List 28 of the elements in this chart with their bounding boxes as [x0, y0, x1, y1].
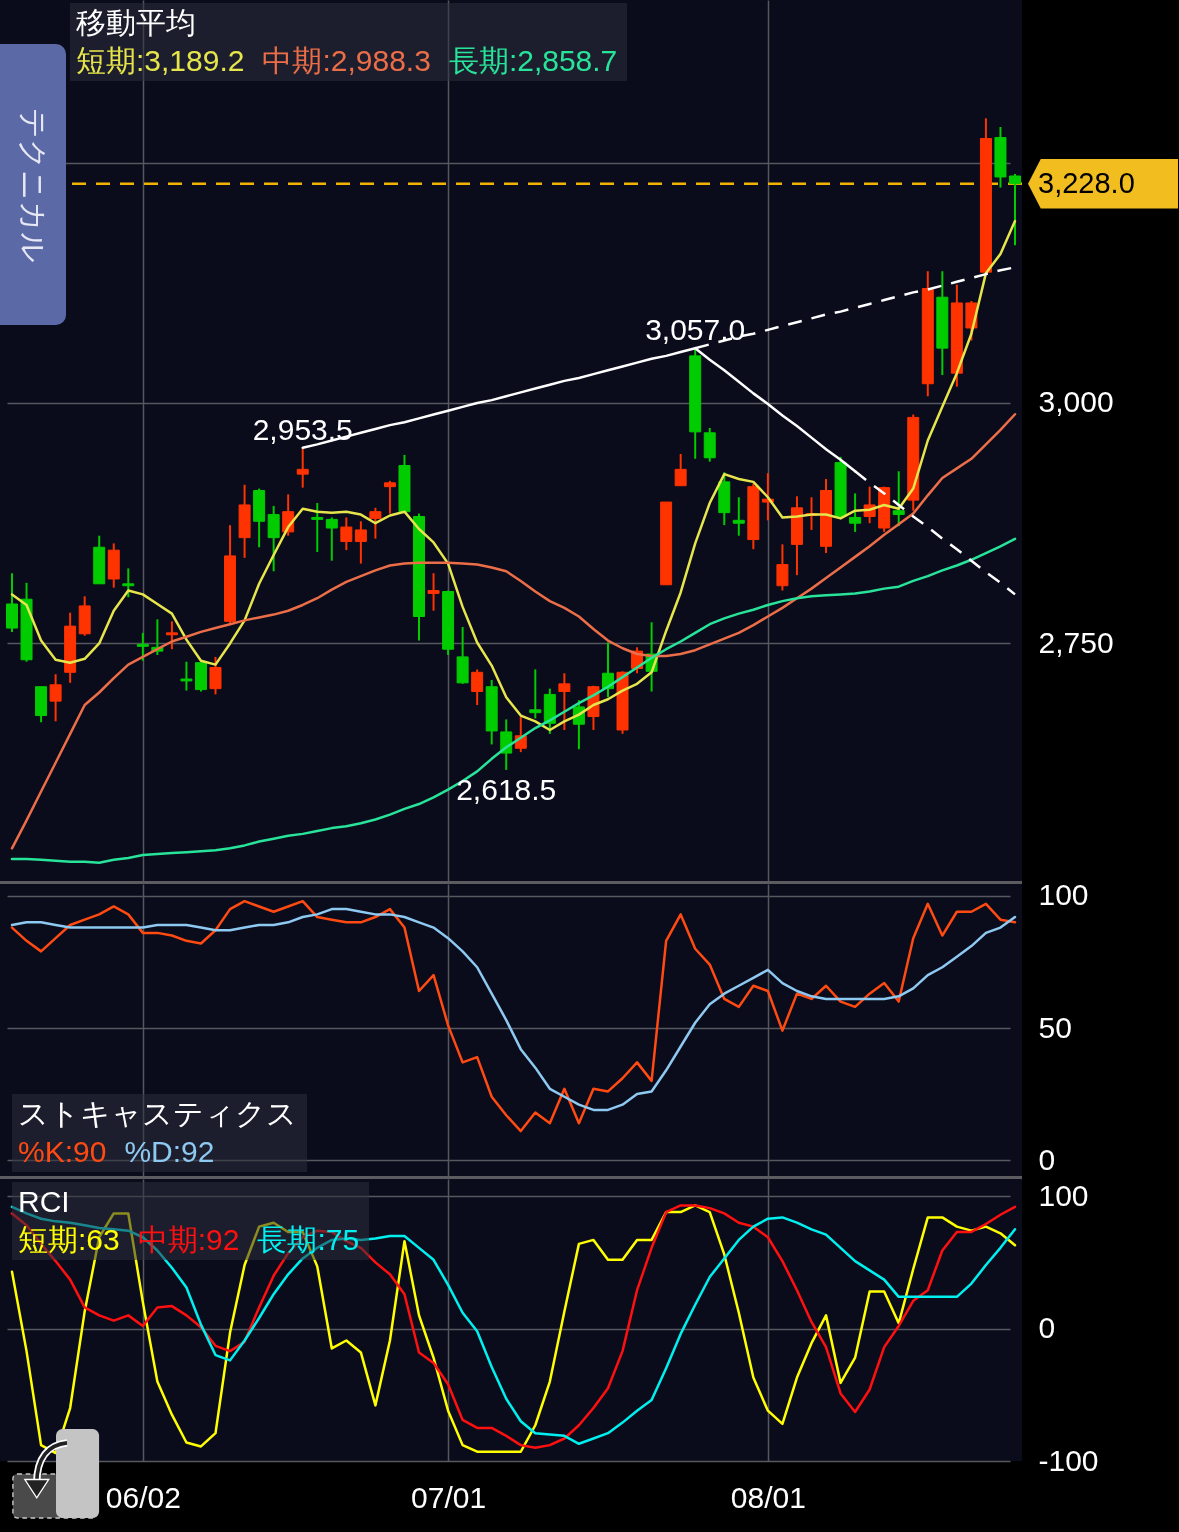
text: %K:90	[18, 1135, 107, 1168]
text: 長期:2,858.7	[448, 44, 618, 77]
x-tick-label: 06/02	[105, 1480, 181, 1514]
annotation: テクニカル	[16, 108, 51, 263]
y-tick-label: 3,000	[1038, 385, 1114, 419]
text: 3,228.0	[1038, 166, 1135, 199]
y-tick-label: 100	[1038, 1178, 1089, 1212]
y-tick-label: 0	[1038, 1142, 1056, 1176]
annotation: 3,057.0	[645, 313, 746, 347]
y-tick-label: 100	[1038, 878, 1089, 912]
legend-title: RCI	[18, 1184, 71, 1220]
text: %D:92	[124, 1135, 215, 1168]
annotation: 2,618.5	[456, 772, 557, 806]
y-tick-label: -100	[1038, 1443, 1099, 1477]
y-tick-label: 0	[1038, 1311, 1056, 1345]
y-tick-label: 50	[1038, 1010, 1072, 1044]
series-label: 中期:92	[137, 1223, 240, 1256]
annotation: 2,953.5	[252, 412, 353, 446]
text: 短期:3,189.2	[76, 44, 245, 77]
series-label: 短期:63	[18, 1223, 120, 1256]
y-tick-label: 2,750	[1038, 625, 1114, 659]
x-tick-label: 07/01	[411, 1480, 487, 1514]
series-label: 長期:75	[257, 1223, 360, 1256]
side-tab: テクニカル	[0, 44, 66, 325]
text: 中期:2,988.3	[262, 44, 431, 77]
legend-title: 移動平均	[76, 5, 197, 41]
x-tick-label: 08/01	[730, 1480, 806, 1514]
legend-title: ストキャスティクス	[18, 1096, 297, 1132]
